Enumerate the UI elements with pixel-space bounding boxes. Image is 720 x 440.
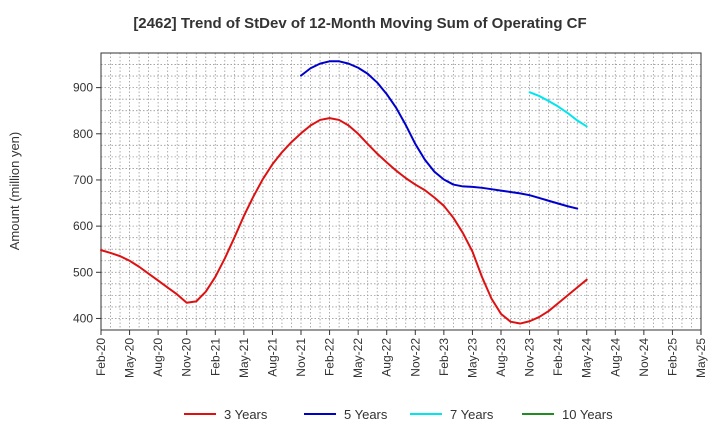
y-tick-label: 500 xyxy=(73,265,93,279)
chart-title: [2462] Trend of StDev of 12-Month Moving… xyxy=(133,15,586,32)
x-tick-label: Nov-21 xyxy=(294,338,308,377)
x-tick-label: Aug-20 xyxy=(151,338,165,377)
x-tick-label: Aug-21 xyxy=(265,338,279,377)
x-tick-label: May-24 xyxy=(580,338,594,378)
plot-background xyxy=(101,53,701,330)
y-axis-label: Amount (million yen) xyxy=(7,132,22,251)
legend-label: 5 Years xyxy=(344,407,388,422)
y-tick-label: 900 xyxy=(73,81,93,95)
x-tick-label: May-23 xyxy=(465,338,479,378)
legend-label: 3 Years xyxy=(224,407,268,422)
x-tick-label: Feb-22 xyxy=(323,338,337,376)
plot-area: 400 500 600 700 800 900 Feb-20 May-20 Aug-20 Nov-… xyxy=(73,52,708,378)
series-line-3-years xyxy=(100,117,588,325)
x-tick-label: Nov-22 xyxy=(408,338,422,377)
x-tick-label: Feb-23 xyxy=(437,338,451,376)
x-tick-label: Nov-20 xyxy=(180,338,194,377)
plot-border xyxy=(100,52,702,331)
y-tick-label: 400 xyxy=(73,311,93,325)
y-tick-label: 600 xyxy=(73,219,93,233)
y-tick-label: 800 xyxy=(73,127,93,141)
legend: 3 Years 5 Years 7 Years 10 Years xyxy=(184,407,613,422)
x-tick-label: Aug-23 xyxy=(494,338,508,377)
x-tick-label: Feb-21 xyxy=(208,338,222,376)
x-tick-label: May-25 xyxy=(694,338,708,378)
x-tick-label: Nov-23 xyxy=(523,338,537,377)
x-tick-label: Feb-20 xyxy=(94,338,108,376)
x-tick-label: Nov-24 xyxy=(637,338,651,377)
x-tick-label: May-22 xyxy=(351,338,365,378)
series-line-5-years xyxy=(300,60,579,210)
x-tick-label: May-20 xyxy=(123,338,137,378)
x-tick-label: Feb-24 xyxy=(551,338,565,376)
x-tick-label: Aug-22 xyxy=(380,338,394,377)
series-line-7-years xyxy=(528,91,588,128)
x-tick-label: Feb-25 xyxy=(665,338,679,376)
legend-label: 7 Years xyxy=(450,407,494,422)
legend-label: 10 Years xyxy=(562,407,613,422)
x-tick-label: Aug-24 xyxy=(608,338,622,377)
y-tick-label: 700 xyxy=(73,173,93,187)
x-tick-label: May-21 xyxy=(237,338,251,378)
